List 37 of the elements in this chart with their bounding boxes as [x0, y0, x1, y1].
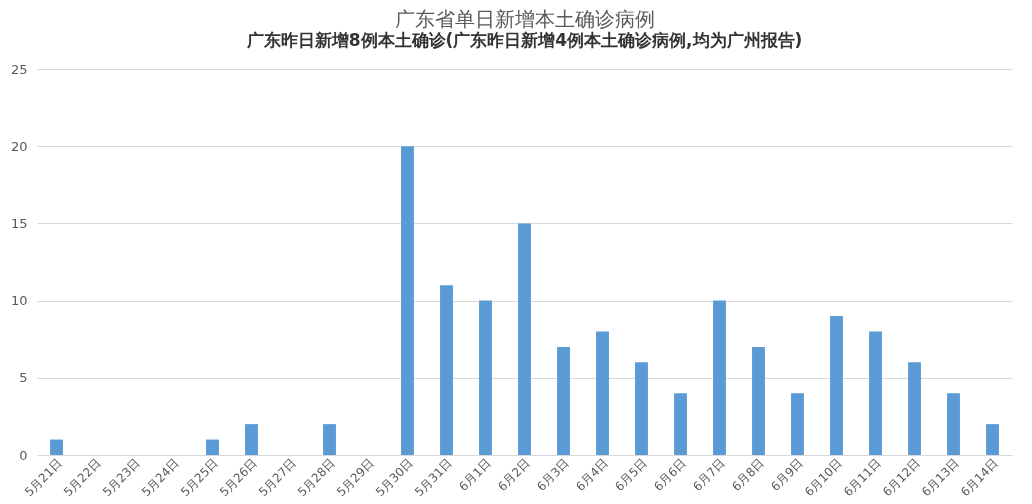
bar [791, 393, 804, 455]
bar [752, 346, 765, 455]
bar [830, 316, 843, 455]
x-tick-label: 6月3日 [534, 456, 572, 494]
x-tick-label: 6月2日 [495, 456, 533, 494]
bar [518, 223, 531, 455]
x-tick-label: 6月4日 [573, 456, 611, 494]
y-tick-label: 20 [10, 138, 28, 154]
bar [440, 285, 453, 455]
chart-subtitle: 广东昨日新增8例本土确诊(广东昨日新增4例本土确诊病例,均为广州报告) [245, 30, 803, 50]
bar [557, 346, 570, 455]
chart-title: 广东省单日新增本土确诊病例 [394, 7, 655, 31]
bar [401, 146, 414, 455]
bar [674, 393, 687, 455]
bar [50, 439, 63, 455]
bar [479, 300, 492, 455]
y-tick-label: 0 [19, 447, 28, 463]
bar [947, 393, 960, 455]
bar [245, 424, 258, 455]
x-tick-label: 6月7日 [690, 456, 728, 494]
bar [635, 362, 648, 455]
bar [323, 424, 336, 455]
bar [596, 331, 609, 455]
x-tick-label: 6月9日 [768, 456, 806, 494]
y-tick-label: 10 [10, 293, 28, 309]
bar [206, 439, 219, 455]
bar [908, 362, 921, 455]
x-tick-label: 6月1日 [456, 456, 494, 494]
y-tick-label: 15 [10, 215, 28, 231]
bar [869, 331, 882, 455]
y-tick-label: 5 [19, 370, 28, 386]
bar [986, 424, 999, 455]
x-tick-label: 6月5日 [612, 456, 650, 494]
x-tick-label: 6月8日 [729, 456, 767, 494]
x-tick-label: 6月6日 [651, 456, 689, 494]
y-tick-label: 25 [10, 61, 28, 77]
bar [713, 300, 726, 455]
